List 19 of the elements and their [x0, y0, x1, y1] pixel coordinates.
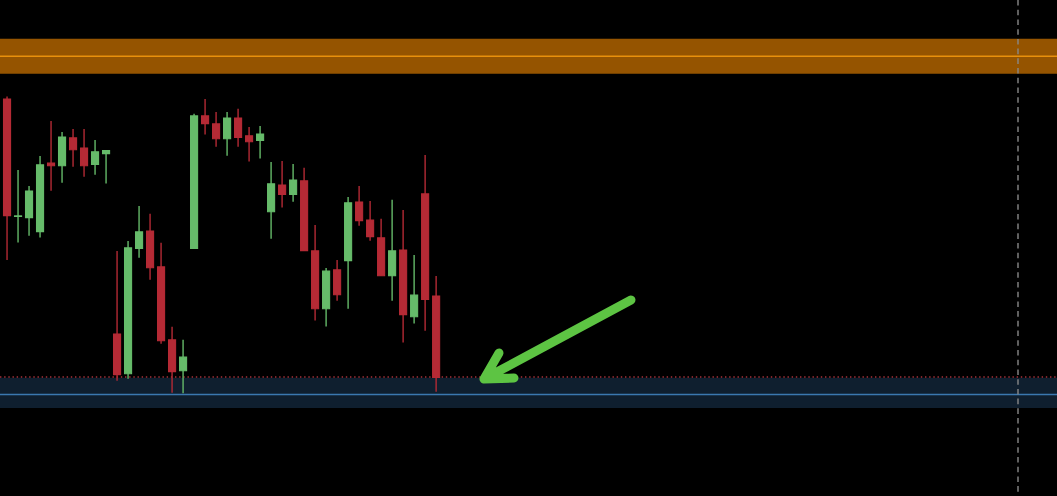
- candlestick: [366, 200, 375, 242]
- candlestick: [289, 163, 298, 203]
- candlestick: [101, 149, 111, 185]
- candlestick: [68, 128, 78, 168]
- candlestick: [46, 120, 56, 192]
- candlestick: [223, 111, 232, 157]
- candlestick: [355, 185, 364, 227]
- candlestick: [278, 160, 287, 209]
- candlestick: [212, 111, 221, 148]
- candlestick: [90, 139, 100, 176]
- candlestick: [410, 254, 419, 325]
- candlestick: [178, 339, 188, 394]
- candlestick: [256, 125, 265, 160]
- candlestick: [201, 98, 210, 136]
- candlestick: [13, 169, 23, 244]
- candlestick: [134, 205, 144, 259]
- candlestick: [234, 108, 243, 148]
- candlestick: [245, 126, 254, 163]
- candlestick: [79, 128, 89, 178]
